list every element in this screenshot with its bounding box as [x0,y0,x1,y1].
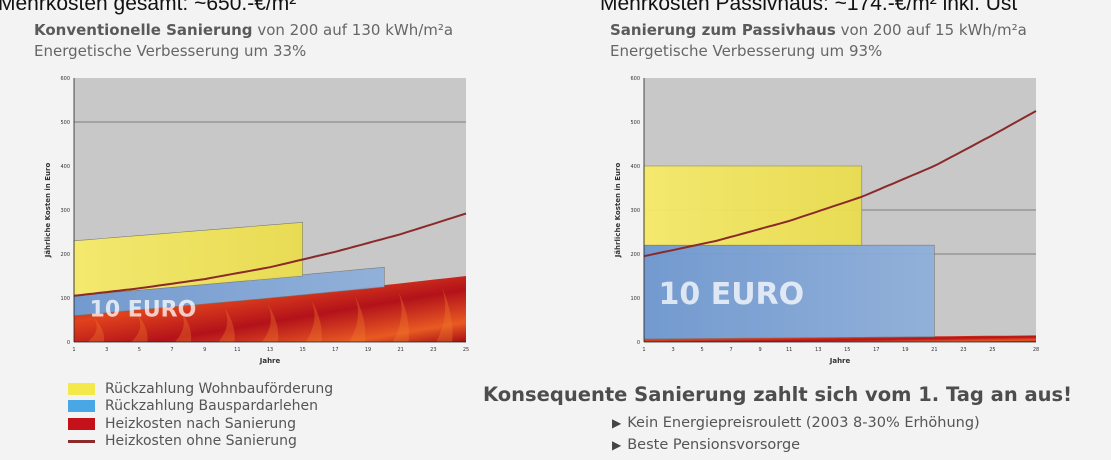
x-tick-label: 28 [1033,347,1039,353]
arrow-right-icon: ▶ [612,416,622,430]
band-red [74,276,466,342]
flame-streak [131,314,148,342]
flame-streak [349,296,366,342]
y-tick-label: 0 [67,340,70,346]
y-tick-label: 400 [630,164,640,170]
chart-right-title-bold: Sanierung zum Passivhaus [610,21,836,39]
x-tick-label: 5 [138,347,141,353]
flame-streak [87,317,105,342]
legend-label: Rückzahlung Bauspardarlehen [105,398,318,415]
bullet-text: Kein Energiepreisroulett (2003 8-30% Erh… [627,415,980,431]
x-tick-label: 3 [671,347,674,353]
x-tick-label: 19 [365,347,371,353]
flame-streak [262,304,279,342]
legend-swatch [68,400,95,413]
x-tick-label: 21 [931,347,937,353]
chart-right-title-rest: von 200 auf 15 kWh/m²a [835,21,1027,39]
headline: Konsequente Sanierung zahlt sich vom 1. … [483,383,1073,406]
y-axis-label: Jährliche Kosten in Euro [614,163,622,259]
x-axis-label: Jahre [829,357,851,365]
top-caption-right: Mehrkosten Passivhaus: ~174.-€/m² inkl. … [600,0,1018,15]
legend-swatch [68,417,95,430]
x-tick-label: 15 [299,347,305,353]
top-caption-left: Mehrkosten gesamt: ~650.-€/m² [0,0,297,15]
y-axis-label: Jährliche Kosten in Euro [44,163,52,259]
y-tick-label: 200 [630,252,640,258]
x-tick-label: 11 [234,347,240,353]
y-tick-label: 0 [637,340,640,346]
flame-streak [305,300,322,342]
x-tick-label: 1 [642,347,645,353]
flame-streak [174,311,192,342]
y-tick-label: 400 [60,164,70,170]
banknote-label: 10 EURO [90,297,197,322]
legend-item-yellow: Rückzahlung Wohnbauförderung [68,380,333,398]
x-tick-label: 9 [759,347,762,353]
chart-left-title-bold: Konventionelle Sanierung [34,21,253,39]
bullet-item: ▶ Kein Energiepreisroulett (2003 8-30% Er… [612,415,980,431]
x-axis-label: Jahre [259,357,281,365]
band-yellow [643,165,863,246]
legend-label: Rückzahlung Wohnbauförderung [105,380,334,397]
y-tick-label: 300 [60,208,70,214]
x-tick-label: 3 [105,347,108,353]
flame-streak [392,292,409,342]
x-tick-label: 25 [989,347,995,353]
y-tick-label: 500 [630,120,640,126]
chart-left-title: Konventionelle Sanierung von 200 auf 130… [34,21,453,39]
legend-label: Heizkosten nach Sanierung [105,415,296,432]
x-tick-label: 11 [786,347,792,353]
series-line [643,110,1037,258]
legend-swatch [68,382,95,395]
x-tick-label: 17 [873,347,879,353]
x-tick-label: 19 [902,347,908,353]
legend-item-blue: Rückzahlung Bauspardarlehen [68,398,333,416]
x-tick-label: 15 [844,347,850,353]
y-tick-label: 300 [630,208,640,214]
chart-right-subtitle: Energetische Verbesserung um 93% [610,42,883,60]
bullet-item: ▶ Beste Pensionsvorsorge [612,437,800,453]
band-yellow [73,221,303,297]
x-tick-label: 13 [267,347,273,353]
legend: Rückzahlung Wohnbauförderung Rückzahlung… [68,380,333,450]
x-tick-label: 23 [430,347,436,353]
x-tick-label: 17 [332,347,338,353]
x-tick-label: 25 [463,347,469,353]
x-tick-label: 1 [72,347,75,353]
x-tick-label: 7 [170,347,173,353]
y-tick-label: 500 [60,120,70,126]
y-tick-label: 600 [60,76,70,82]
legend-label: Heizkosten ohne Sanierung [105,433,297,450]
banknote-label: 10 EURO [659,277,805,312]
chart-left-title-rest: von 200 auf 130 kWh/m²a [252,21,454,39]
band-red [644,335,1036,342]
flame-streak [218,307,235,342]
x-tick-label: 9 [203,347,206,353]
chart-right-title: Sanierung zum Passivhaus von 200 auf 15 … [610,21,1027,39]
x-tick-label: 7 [730,347,733,353]
flame-streak [436,287,453,342]
y-tick-label: 100 [60,296,70,302]
legend-item-line: Heizkosten ohne Sanierung [68,433,333,451]
bullet-text: Beste Pensionsvorsorge [627,437,801,453]
legend-line-swatch [68,439,95,443]
x-tick-label: 21 [397,347,403,353]
series-line [73,212,467,297]
chart-left-subtitle: Energetische Verbesserung um 33% [34,42,307,60]
x-tick-label: 13 [815,347,821,353]
x-tick-label: 5 [700,347,703,353]
y-tick-label: 100 [630,296,640,302]
arrow-right-icon: ▶ [612,438,622,452]
y-tick-label: 600 [630,76,640,82]
y-tick-label: 200 [60,252,70,258]
x-tick-label: 23 [960,347,966,353]
legend-item-red: Heizkosten nach Sanierung [68,415,333,433]
